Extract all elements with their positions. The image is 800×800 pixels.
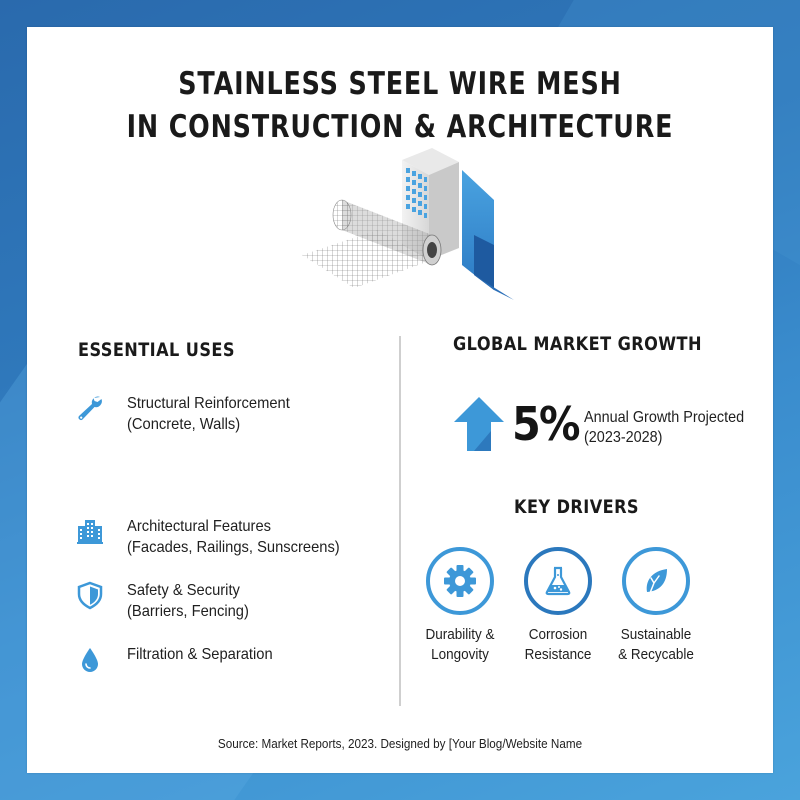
driver-label-line1: Sustainable xyxy=(620,626,692,643)
use-detail: (Concrete, Walls) xyxy=(127,416,241,433)
shield-icon xyxy=(77,581,103,610)
use-detail: (Barriers, Fencing) xyxy=(127,603,249,620)
use-title: Filtration & Separation xyxy=(127,646,273,663)
flask-icon xyxy=(545,566,571,596)
use-detail: (Facades, Railings, Sunscreens) xyxy=(127,539,340,556)
driver-sustainable: Sustainable & Recycable xyxy=(601,547,711,665)
infographic-card: STAINLESS STEEL WIRE MESH IN CONSTRUCTIO… xyxy=(27,27,773,773)
title-line-2: IN CONSTRUCTION & ARCHITECTURE xyxy=(126,109,674,145)
driver-corrosion: Corrosion Resistance xyxy=(503,547,613,665)
gear-icon xyxy=(444,565,476,597)
driver-label-line1: Durability & xyxy=(425,626,495,643)
use-title: Safety & Security xyxy=(127,582,240,599)
use-title: Structural Reinforcement xyxy=(127,395,290,412)
wire-mesh-roll-and-building-illustration xyxy=(302,148,514,300)
building-icon xyxy=(77,520,103,544)
driver-label-line2: Longovity xyxy=(431,646,489,663)
use-title: Architectural Features xyxy=(127,518,271,535)
market-growth-heading: GLOBAL MARKET GROWTH xyxy=(453,333,702,355)
water-drop-icon xyxy=(82,648,98,672)
growth-period: (2023-2028) xyxy=(584,429,663,446)
title-line-1: STAINLESS STEEL WIRE MESH xyxy=(178,66,622,102)
use-item-architectural: Architectural Features (Facades, Railing… xyxy=(75,516,358,558)
driver-label-line2: & Recycable xyxy=(618,646,694,663)
growth-label: Annual Growth Projected xyxy=(584,409,745,426)
leaf-icon xyxy=(646,569,667,594)
driver-label-line2: Resistance xyxy=(524,646,592,663)
use-item-structural: Structural Reinforcement (Concrete, Wall… xyxy=(75,393,304,435)
growth-stat: 5% Annual Growth Projected (2023-2028) xyxy=(452,395,762,453)
use-item-safety: Safety & Security (Barriers, Fencing) xyxy=(75,580,259,622)
growth-value: 5% xyxy=(512,397,581,451)
section-divider xyxy=(399,336,401,706)
key-drivers-heading: KEY DRIVERS xyxy=(514,496,639,518)
driver-label-line1: Corrosion xyxy=(528,626,588,643)
up-arrow-icon xyxy=(454,397,504,451)
page-title: STAINLESS STEEL WIRE MESH IN CONSTRUCTIO… xyxy=(94,63,706,149)
wrench-icon xyxy=(78,396,102,420)
essential-uses-heading: ESSENTIAL USES xyxy=(78,339,235,361)
use-item-filtration: Filtration & Separation xyxy=(75,644,285,674)
source-footer: Source: Market Reports, 2023. Designed b… xyxy=(217,736,583,751)
driver-durability: Durability & Longovity xyxy=(405,547,515,665)
